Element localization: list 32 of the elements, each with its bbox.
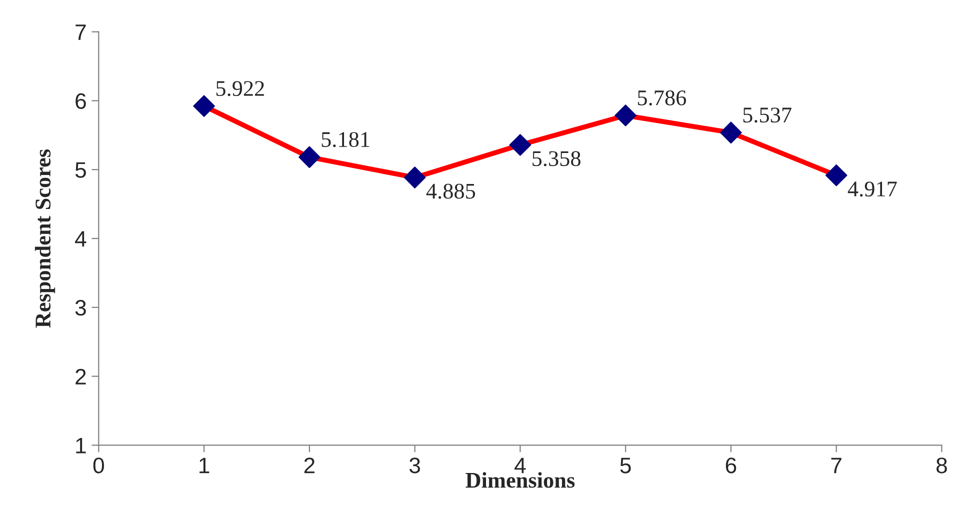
x-tick-label: 2 — [304, 458, 314, 474]
y-axis-title: Respondent Scores — [34, 149, 56, 328]
data-label: 5.181 — [322, 132, 370, 148]
x-tick-label: 6 — [726, 458, 736, 474]
point — [614, 104, 636, 126]
y-tick-label: 3 — [75, 300, 86, 316]
x-tick-label: 7 — [831, 458, 842, 474]
y-tick-label: 1 — [76, 438, 86, 454]
point — [193, 95, 215, 117]
y-tick-label: 7 — [76, 24, 86, 40]
y-tick-label: 4 — [75, 231, 86, 247]
x-tick-label: 3 — [409, 458, 420, 474]
data-label: 5.358 — [532, 151, 580, 166]
point — [404, 166, 426, 188]
x-tick-label: 8 — [936, 458, 947, 474]
data-label: 4.885 — [426, 184, 476, 199]
y-tick-label: 6 — [76, 93, 86, 109]
point — [720, 122, 742, 144]
y-tick-label: 5 — [75, 162, 86, 178]
x-tick-label: 1 — [200, 458, 210, 474]
x-tick-label: 4 — [514, 458, 526, 474]
data-label: 5.786 — [638, 90, 686, 106]
point — [509, 134, 532, 156]
x-tick-label: 0 — [93, 458, 104, 474]
data-label: 5.922 — [216, 81, 264, 96]
y-tick-label: 2 — [76, 368, 86, 384]
point — [825, 164, 848, 186]
point — [298, 146, 320, 168]
data-label: 4.917 — [848, 182, 897, 197]
x-tick-label: 5 — [620, 458, 631, 474]
data-label: 5.537 — [743, 108, 792, 123]
x-axis-title: Dimensions — [466, 472, 575, 488]
